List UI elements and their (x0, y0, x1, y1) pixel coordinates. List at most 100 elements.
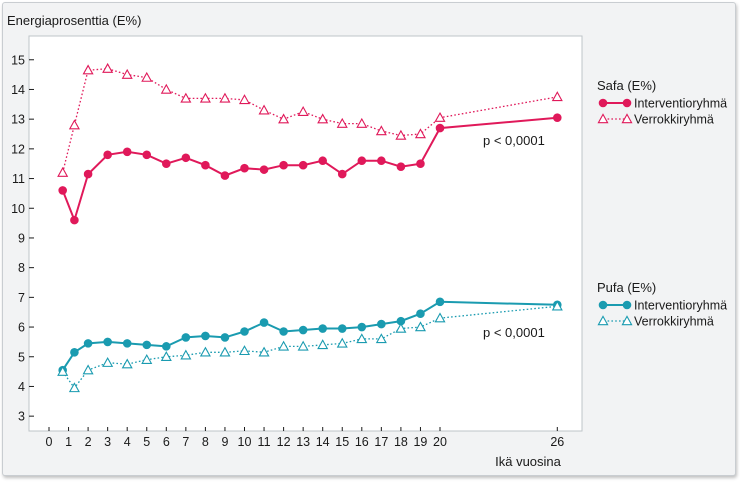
x-tick-label: 8 (202, 435, 209, 449)
legends: Safa (E%)InterventioryhmäVerrokkiryhmäPu… (597, 78, 727, 329)
legend-title: Pufa (E%) (597, 280, 656, 295)
series-pufa-control (57, 300, 563, 393)
series-line (61, 116, 558, 224)
x-tick-label: 19 (413, 435, 427, 449)
data-point (58, 186, 67, 195)
data-point (103, 150, 112, 160)
data-point (201, 331, 210, 341)
y-axis-title: Energiaprosenttia (E%) (7, 13, 141, 28)
data-point (82, 64, 94, 75)
x-tick-label: 3 (104, 435, 111, 449)
x-tick-label: 5 (143, 435, 150, 449)
data-point (240, 163, 249, 173)
data-point (83, 339, 93, 348)
x-tick-label: 13 (296, 435, 310, 449)
legend-marker-intervention (598, 300, 608, 310)
data-point (375, 333, 387, 344)
data-point (278, 113, 290, 124)
legend-label-intervention: Interventioryhmä (634, 299, 727, 313)
data-point (357, 156, 367, 166)
data-point (279, 160, 288, 170)
x-tick-label: 11 (258, 435, 271, 449)
x-tick-label: 15 (335, 435, 349, 449)
plot-area (28, 35, 583, 432)
data-point (219, 346, 231, 357)
legend-pufa: Pufa (E%) Interventioryhmä Verrokkiryhmä (597, 280, 727, 329)
data-point (278, 340, 290, 351)
legend-marker-control (621, 315, 633, 326)
data-point (279, 327, 288, 336)
legend-marker-control (621, 113, 633, 124)
data-point (220, 171, 230, 180)
data-point (220, 333, 230, 342)
data-point (435, 123, 445, 133)
data-point (180, 349, 192, 360)
x-tick-label: 2 (85, 435, 92, 449)
data-point (317, 113, 329, 124)
data-point (259, 165, 269, 174)
y-tick-label: 11 (12, 172, 25, 186)
y-tick-label: 3 (18, 410, 25, 424)
data-point (160, 351, 172, 361)
data-point (356, 117, 368, 128)
data-point (102, 356, 114, 367)
data-point (336, 337, 348, 348)
x-tick-label: 6 (163, 435, 170, 449)
data-point (82, 364, 94, 375)
legend-label-control: Verrokkiryhmä (634, 113, 714, 127)
x-tick-label: 4 (124, 435, 131, 449)
y-tick-label: 4 (18, 380, 25, 394)
data-point (298, 160, 308, 170)
data-point (141, 353, 153, 364)
legend-marker-control (597, 315, 609, 326)
y-tick-label: 14 (11, 83, 25, 97)
legend-label-intervention: Interventioryhmä (634, 97, 727, 111)
data-point (180, 92, 192, 103)
x-tick-label: 18 (394, 435, 408, 449)
data-point (142, 340, 152, 350)
data-point (395, 129, 407, 140)
data-point (199, 92, 211, 103)
data-point (434, 312, 446, 323)
data-point (356, 333, 368, 344)
data-point (337, 324, 347, 333)
x-tick-label: 17 (374, 435, 388, 449)
data-point (83, 169, 93, 179)
data-point (434, 111, 446, 122)
data-point (395, 322, 407, 333)
y-tick-label: 15 (11, 53, 25, 67)
series-line (62, 305, 558, 389)
x-tick-label: 7 (182, 435, 189, 449)
data-point (416, 159, 425, 169)
y-tick-label: 10 (11, 202, 25, 216)
data-point (375, 125, 387, 136)
x-tick-label: 14 (316, 435, 330, 449)
series-layer: p < 0,0001 p < 0,0001 (57, 62, 563, 393)
data-point (122, 339, 132, 348)
series-safa-control (57, 62, 563, 177)
data-point (337, 169, 347, 179)
p-value-annotation-safa: p < 0,0001 (483, 133, 545, 148)
data-point (318, 156, 328, 166)
data-point (377, 319, 386, 329)
data-point (396, 162, 406, 171)
data-point (201, 160, 210, 170)
data-point (121, 358, 133, 369)
data-point (551, 91, 563, 102)
data-point (317, 339, 329, 350)
data-point (297, 106, 309, 116)
x-tick-label: 1 (65, 435, 72, 449)
data-point (240, 327, 249, 336)
data-point (162, 342, 171, 351)
y-tick-label: 13 (11, 113, 25, 127)
data-point (238, 345, 251, 356)
data-point (102, 62, 114, 73)
data-point (298, 325, 308, 335)
data-point (57, 365, 69, 376)
y-tick-label: 8 (18, 261, 25, 275)
y-tick-label: 6 (18, 321, 25, 335)
x-axis-title: Ikä vuosina (495, 454, 562, 469)
y-tick-label: 9 (18, 231, 25, 245)
